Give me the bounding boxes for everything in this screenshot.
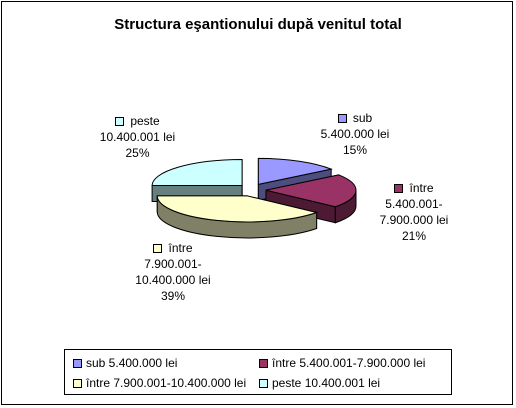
data-label-line: între	[409, 181, 434, 195]
legend-label: între 7.900.001-10.400.000 lei	[86, 376, 247, 390]
data-label-line: peste	[130, 114, 160, 128]
legend-swatch-peste	[259, 379, 268, 388]
legend-item-peste: peste 10.400.001 lei	[259, 376, 380, 390]
data-label-value: 21%	[401, 229, 427, 243]
chart-title: Structura eşantionului după venitul tota…	[114, 16, 402, 33]
data-label-line: 5.400.001-	[385, 197, 443, 211]
data-label-line: 5.400.000 lei	[320, 127, 390, 141]
data-label-intre-7900001: între 7.900.001- 10.400.000 lei 39%	[113, 240, 233, 304]
legend-label: peste 10.400.001 lei	[272, 376, 381, 390]
pie-slice-top	[151, 159, 243, 187]
data-label-line: 10.400.001 lei	[99, 130, 176, 144]
data-label-peste: peste 10.400.001 lei 25%	[80, 113, 195, 161]
data-label-line: 7.900.000 lei	[379, 213, 449, 227]
pie-slice-intre-5400001	[265, 174, 357, 224]
data-label-value: 15%	[342, 143, 368, 157]
data-label-line: sub	[352, 111, 373, 125]
data-label-sub: sub 5.400.000 lei 15%	[300, 110, 410, 158]
legend-swatch-sub	[73, 359, 82, 368]
legend-label: sub 5.400.000 lei	[86, 356, 178, 370]
data-label-line: 10.400.000 lei	[135, 273, 211, 287]
label-swatch-intre-5400001	[394, 184, 404, 194]
legend-item-intre-7900001: între 7.900.001-10.400.000 lei	[73, 376, 246, 390]
pie-slice-top	[257, 157, 333, 186]
data-label-line: între	[168, 241, 193, 255]
data-label-value: 39%	[160, 289, 186, 303]
pie-slice-peste	[151, 159, 243, 203]
label-swatch-sub	[337, 114, 347, 124]
pie-slice-intre-7900001	[156, 195, 319, 239]
data-label-intre-5400001: între 5.400.001- 7.900.000 lei 21%	[354, 180, 474, 244]
data-label-line: 7.900.001-	[144, 257, 202, 271]
legend-swatch-intre-5400001	[259, 359, 268, 368]
pie-slice-top	[265, 174, 357, 208]
chart-legend: sub 5.400.000 lei între 5.400.001-7.900.…	[64, 349, 452, 395]
legend-label: între 5.400.001-7.900.000 lei	[272, 356, 426, 370]
label-swatch-intre-7900001	[153, 244, 163, 254]
legend-item-sub: sub 5.400.000 lei	[73, 356, 177, 370]
label-swatch-peste	[115, 117, 125, 127]
pie-slice-top	[156, 195, 319, 223]
data-label-value: 25%	[125, 146, 150, 160]
legend-item-intre-5400001: între 5.400.001-7.900.000 lei	[259, 356, 425, 370]
legend-swatch-intre-7900001	[73, 379, 82, 388]
